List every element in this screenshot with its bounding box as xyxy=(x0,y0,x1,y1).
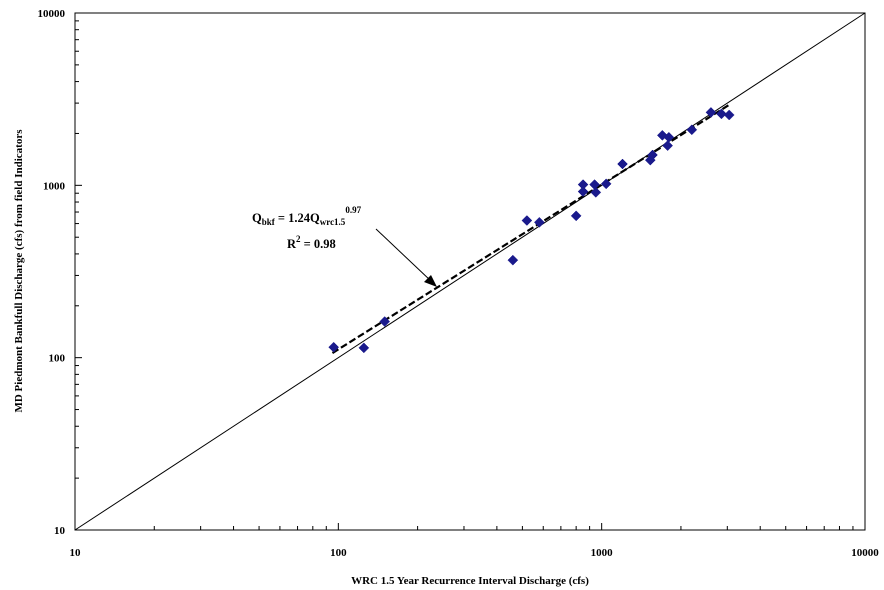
one-to-one-line xyxy=(74,12,866,531)
data-point xyxy=(617,158,628,170)
equation-main-text: = 1.24Q xyxy=(275,211,320,225)
x-tick-label: 1000 xyxy=(591,547,614,559)
data-point xyxy=(716,108,727,120)
data-point xyxy=(507,254,519,266)
y-tick-label: 1000 xyxy=(43,180,66,192)
x-axis-ticks xyxy=(74,523,854,530)
equation-exponent: 0.97 xyxy=(345,205,361,215)
x-tick-label: 10 xyxy=(70,547,82,559)
data-point xyxy=(521,215,533,226)
data-point xyxy=(328,341,340,353)
y-axis-ticks xyxy=(75,20,82,531)
y-axis-label: MD Piedmont Bankfull Discharge (cfs) fro… xyxy=(13,129,25,413)
data-point xyxy=(663,131,675,143)
r-squared-label: R2 = 0.98 xyxy=(287,234,336,251)
data-point xyxy=(358,342,370,354)
equation-label: Qbkf = 1.24Qwrc1.50.97 xyxy=(252,205,362,227)
annotation-arrow-line xyxy=(375,228,432,282)
data-point xyxy=(705,107,717,118)
y-tick-label: 100 xyxy=(49,353,66,365)
lines-layer xyxy=(74,12,866,531)
r-squared-value: = 0.98 xyxy=(301,237,336,251)
r-squared-superscript: 2 xyxy=(296,234,301,244)
data-point xyxy=(570,210,582,222)
x-axis-tick-labels: 10 100 1000 10000 xyxy=(70,547,880,559)
annotation-arrowhead xyxy=(424,275,437,287)
data-point xyxy=(686,124,698,136)
equation-subscript-bkf: bkf xyxy=(262,217,276,227)
regression-line xyxy=(331,103,730,354)
data-point xyxy=(590,187,602,198)
x-tick-label: 10000 xyxy=(851,547,879,559)
y-tick-label: 10000 xyxy=(38,8,66,20)
x-tick-label: 100 xyxy=(330,547,347,559)
data-point xyxy=(600,178,612,190)
x-axis-label: WRC 1.5 Year Recurrence Interval Dischar… xyxy=(351,575,589,587)
equation-subscript-wrc: wrc1.5 xyxy=(320,217,346,227)
data-point xyxy=(577,186,589,197)
data-point xyxy=(662,140,673,151)
data-points xyxy=(328,107,735,354)
data-point xyxy=(534,216,545,228)
plot-frame xyxy=(74,12,866,531)
regression-annotation: Qbkf = 1.24Qwrc1.50.97 R2 = 0.98 xyxy=(252,205,437,287)
y-tick-label: 10 xyxy=(54,525,66,537)
y-axis-tick-labels: 10 100 1000 10000 xyxy=(38,8,66,537)
data-point xyxy=(379,316,391,327)
data-point xyxy=(647,149,658,161)
data-point xyxy=(723,109,735,121)
